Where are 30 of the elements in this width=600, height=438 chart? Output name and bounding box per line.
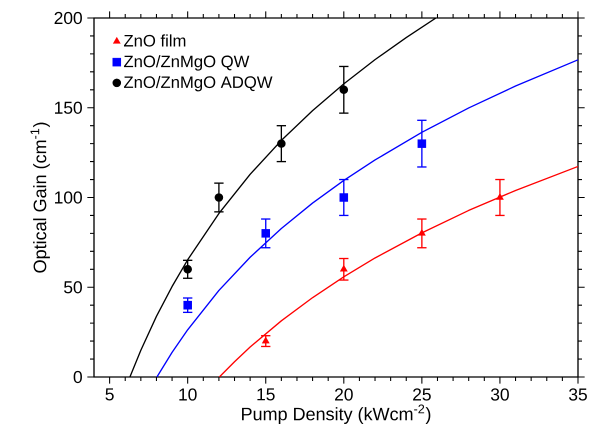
point [418,139,426,148]
x-tick-label: 35 [569,388,587,401]
y-axis-title: Optical Gain (cm$^{-1}$) [30,122,50,273]
point [496,193,504,200]
point [261,229,270,238]
x-tick-label: 10 [179,388,197,401]
x-tick-label: 30 [490,388,509,401]
legend-label: ZnO film [124,34,186,47]
point [262,336,270,344]
point [340,86,348,94]
legend-label: ZnO/ZnMgO QW [124,55,250,71]
point [277,139,286,148]
point [214,193,224,202]
y-tick-label: 150 [55,102,82,114]
point [183,300,192,310]
y-tick-label: 50 [64,281,82,294]
x-tick-label: 5 [105,388,114,400]
x-tick-label: 20 [335,388,353,401]
point [183,265,192,274]
x-tick-label: 15 [257,388,275,400]
y-tick-label: 100 [55,191,82,204]
point [340,193,348,202]
y-tick-label: 0 [74,370,82,384]
point [340,265,348,272]
line-series [218,166,578,377]
x-axis-title: Pump Density (kWcm$^{-2}$) [242,404,430,424]
y-tick-label: 200 [54,12,82,24]
point [418,229,426,236]
x-tick-label: 25 [413,388,431,401]
legend-label: ZnO/ZnMgO ADQW [124,76,272,92]
